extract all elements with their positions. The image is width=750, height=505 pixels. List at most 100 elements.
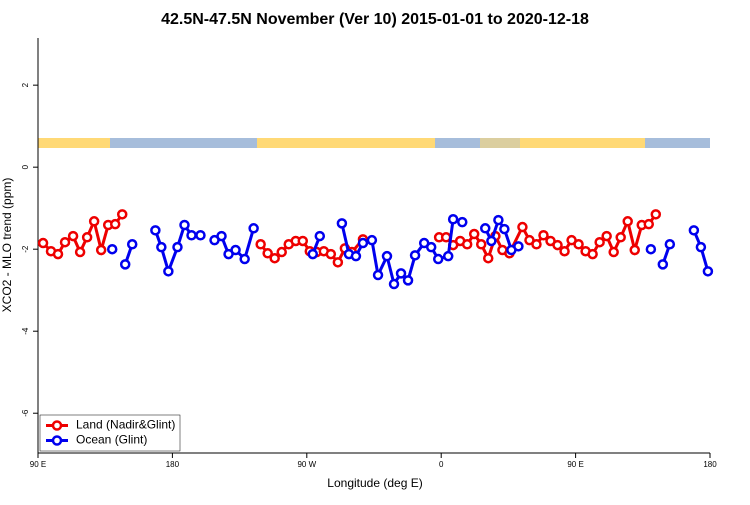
series-point [475,239,487,250]
y-tick-label: 2 [21,82,30,87]
series-point [499,223,510,235]
series-point [608,246,619,258]
series-point [409,250,421,261]
land-band [257,138,435,148]
legend-marker [51,420,63,431]
series-point [230,244,241,256]
series-point [37,237,49,249]
series-point [357,237,369,249]
x-tick-label: 90 W [297,460,316,469]
series-point [276,246,287,258]
series-point [119,259,131,270]
series-point [366,234,378,246]
y-tick-label: -4 [21,327,30,335]
series-point [601,230,612,242]
series-point [269,252,280,264]
series-point [486,235,497,247]
legend-label: Ocean (Glint) [76,433,147,447]
series-point [297,235,309,247]
y-tick-label: 0 [21,164,30,169]
series-point [314,230,326,242]
series-point [643,218,655,230]
series-point [695,241,707,253]
land-band [520,138,650,148]
series-point [350,250,362,262]
series-point [381,250,393,262]
ocean-band [645,138,710,148]
series-point [645,243,657,255]
legend-box [39,414,181,452]
x-axis-label: Longitude (deg E) [327,476,422,490]
ocean-band [110,138,257,148]
x-tick-label: 90 E [567,460,583,469]
series-point [457,216,468,228]
series-point [325,248,337,260]
series-point [307,248,319,260]
legend-label: Land (Nadir&Glint) [76,418,175,432]
series-point [587,248,598,260]
series-point [248,223,259,234]
series-point [59,236,71,248]
series-point [629,244,640,256]
series-point [461,239,473,250]
x-tick-label: 180 [703,460,717,469]
series-point [156,241,167,253]
series-point [432,253,444,265]
series-point [702,266,714,277]
series-point [493,214,504,226]
series-point [425,241,437,253]
series-point [559,245,570,257]
series-point [81,232,93,243]
series-point [255,239,266,250]
x-tick-label: 90 E [30,460,46,469]
series-point [186,229,197,241]
series-point [538,229,549,241]
series-point [95,244,107,256]
series-point [573,239,584,250]
series-point [239,253,250,265]
series-point [664,239,676,250]
series-point [622,216,633,227]
legend-marker [51,435,63,446]
x-tick-label: 0 [439,460,444,469]
series-point [650,209,662,220]
series-point [657,259,669,270]
legend: Land (Nadir&Glint)Ocean (Glint) [39,414,181,452]
series-point [468,228,480,240]
series-point [442,250,454,262]
series-point [172,241,183,253]
series-point [480,223,491,234]
series-point [513,241,524,252]
series-point [88,216,100,227]
series-point [52,248,64,260]
series-point [552,239,563,251]
series-point [195,229,206,241]
series-point [447,214,459,225]
series-point [179,219,190,231]
series-point [517,221,528,233]
series-point [67,230,79,242]
series-point [163,266,174,277]
series-point [395,268,407,279]
series-point [688,225,700,236]
series-point [336,218,348,229]
y-tick-label: -2 [21,245,30,253]
land-band [38,138,125,148]
y-tick-label: -6 [21,409,30,417]
series-point [126,239,138,250]
series-point [372,269,384,281]
series-point [74,246,86,258]
series-point [216,230,227,242]
y-axis-label: XCO2 - MLO trend (ppm) [0,178,14,313]
series-point [482,252,494,264]
series-point [531,239,542,250]
land-band [480,138,520,148]
chart-title: 42.5N-47.5N November (Ver 10) 2015-01-01… [161,11,589,28]
series-point [594,236,605,248]
x-tick-label: 180 [166,460,180,469]
ocean-band [435,138,520,148]
series-point [615,232,626,243]
series-point [262,248,273,259]
